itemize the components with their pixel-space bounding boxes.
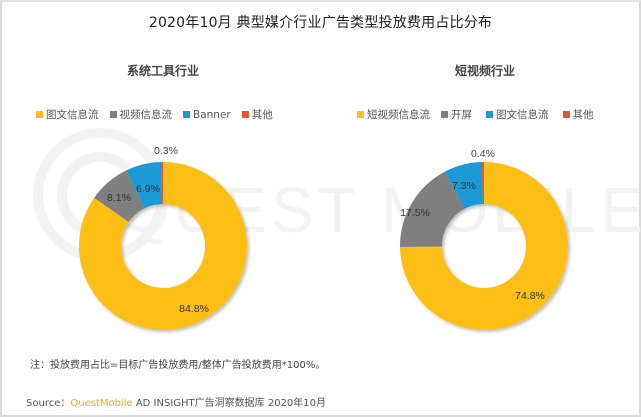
legend-label: 其他: [251, 109, 273, 121]
subtitle-short-video: 短视频行业: [454, 64, 515, 78]
source-prefix: Source：: [26, 398, 71, 409]
swatch-blue-icon: [183, 111, 190, 118]
donut-slice: [481, 162, 484, 205]
legend-item: Banner: [183, 109, 231, 121]
label-short-video-feed: 74.8%: [515, 290, 545, 302]
label-banner: 6.9%: [136, 183, 160, 195]
page-title: 2020年10月 典型媒介行业广告类型投放费用占比分布: [148, 15, 493, 31]
legend-label: 短视频信息流: [367, 109, 430, 121]
legend-item: 开屏: [441, 107, 472, 122]
legend-item: 图文信息流: [36, 107, 99, 122]
donut-slice: [444, 162, 483, 209]
label-image-feed: 84.8%: [179, 303, 209, 315]
donut-system-tools: [78, 162, 247, 330]
legend-item: 短视频信息流: [357, 107, 430, 122]
donut-slice: [78, 162, 247, 330]
swatch-gray-icon: [441, 111, 448, 118]
legend-label: Banner: [193, 108, 231, 121]
legend-item: 其他: [562, 107, 594, 122]
donut-slice: [400, 171, 465, 248]
swatch-blue-icon: [486, 111, 493, 118]
source-line: Source：QuestMobile AD INSIGHT广告洞察数据库 202…: [26, 394, 326, 409]
legend-system-tools: 图文信息流 视频信息流 Banner 其他: [36, 107, 284, 122]
legend-label: 图文信息流: [496, 109, 549, 121]
legend-item: 其他: [241, 107, 273, 122]
label-image-feed: 7.3%: [452, 180, 476, 192]
label-video-feed: 8.1%: [107, 192, 131, 204]
label-other: 0.4%: [471, 148, 495, 160]
legend-label: 图文信息流: [46, 109, 99, 121]
source-brand: QuestMobile: [70, 398, 133, 409]
legend-short-video: 短视频信息流 开屏 图文信息流 其他: [357, 107, 605, 122]
donut-short-video: [400, 162, 568, 331]
donut-slice: [94, 170, 145, 222]
legend-label: 其他: [572, 109, 594, 121]
legend-item: 视频信息流: [109, 107, 173, 122]
legend-label: 视频信息流: [119, 109, 173, 121]
swatch-red-icon: [241, 111, 249, 118]
donut-slice: [161, 162, 163, 205]
donut-slice: [400, 162, 568, 331]
swatch-red-icon: [562, 111, 570, 118]
label-splash: 17.5%: [400, 207, 430, 219]
label-other: 0.3%: [154, 145, 178, 157]
subtitle-system-tools: 系统工具行业: [126, 64, 199, 78]
donut-slice: [126, 162, 163, 209]
source-suffix: AD INSIGHT广告洞察数据库 2020年10月: [132, 398, 327, 409]
swatch-gray-icon: [109, 111, 117, 118]
legend-item: 图文信息流: [486, 107, 549, 122]
footnote: 注：投放费用占比=目标广告投放费用/整体广告投放费用*100%。: [30, 360, 326, 371]
legend-label: 开屏: [451, 109, 472, 121]
swatch-yellow-icon: [36, 111, 43, 118]
swatch-yellow-icon: [357, 111, 364, 118]
